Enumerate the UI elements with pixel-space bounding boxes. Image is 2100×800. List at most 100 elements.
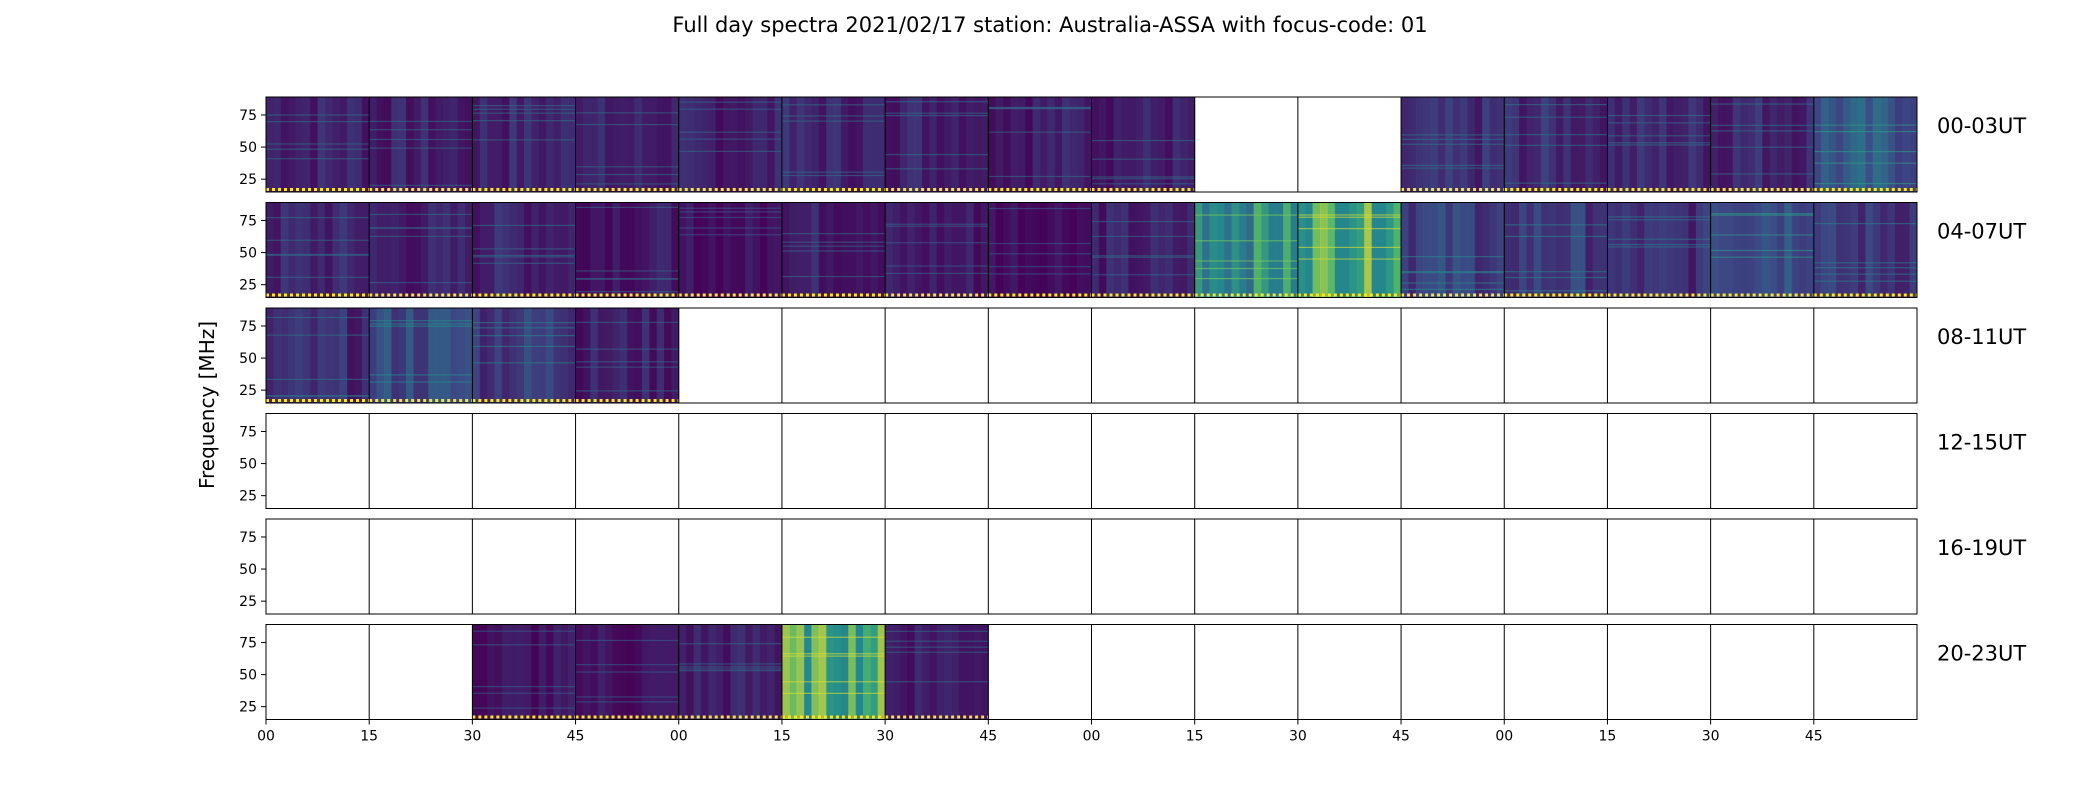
rfi-line	[885, 101, 989, 103]
spectrum-stripe	[1246, 202, 1255, 298]
spectrum-panel	[885, 202, 989, 298]
rfi-line	[885, 640, 989, 642]
y-tick-label: 75	[239, 530, 257, 546]
spectrum-stripe	[708, 97, 717, 192]
rfi-line	[575, 671, 679, 673]
rfi-line	[266, 378, 370, 380]
spectrum-panel	[266, 308, 370, 403]
spectrum-stripe	[516, 308, 525, 403]
spectrum-stripe	[745, 97, 753, 192]
spectrum-stripe	[1054, 97, 1063, 192]
spectrum-stripe	[1828, 97, 1837, 192]
rfi-line	[266, 254, 370, 256]
x-tick-label: 30	[1289, 729, 1307, 745]
spectrum-stripe	[678, 202, 687, 298]
rfi-line	[1813, 130, 1917, 133]
spectrum-stripe	[406, 308, 414, 403]
spectrum-stripe	[472, 202, 481, 298]
spectrum-stripe	[929, 202, 938, 298]
spectrum-stripe	[1703, 202, 1712, 298]
rfi-line	[1504, 290, 1608, 292]
spectrum-stripe	[479, 308, 488, 403]
spectrum-stripe	[649, 202, 658, 298]
spectrum-stripe	[568, 624, 577, 720]
rfi-line	[885, 112, 989, 114]
spectrum-stripe	[582, 202, 591, 298]
spectrum-stripe	[818, 624, 827, 720]
spectrum-panel	[1813, 202, 1918, 298]
rfi-line	[678, 216, 782, 219]
spectrum-stripe	[1518, 202, 1527, 298]
spectrum-stripe	[1356, 202, 1365, 298]
spectrum-stripe	[347, 308, 355, 403]
spectra-row: 25 50 75 08-11UT	[239, 307, 2026, 404]
spectrum-stripe	[656, 308, 665, 403]
spectrum-stripe	[671, 202, 680, 298]
rfi-line	[369, 325, 473, 327]
spectrum-stripe	[1784, 97, 1793, 192]
spectrum-stripe	[1799, 97, 1807, 192]
spectrum-stripe	[553, 624, 562, 720]
spectrum-panel	[1710, 97, 1815, 192]
rfi-line	[266, 148, 370, 150]
spectrum-stripe	[1216, 202, 1225, 298]
row-time-label: 20-23UT	[1937, 642, 2026, 666]
spectrum-stripe	[428, 202, 437, 298]
spectrum-stripe	[715, 202, 724, 298]
spectrum-stripe	[347, 202, 355, 298]
spectrum-stripe	[1334, 202, 1343, 298]
rfi-line	[1401, 164, 1505, 167]
spectrum-stripe	[1872, 202, 1881, 298]
row-frame	[265, 307, 1918, 404]
spectrum-stripe	[958, 624, 967, 720]
spectrum-panel	[781, 97, 886, 192]
spectrum-stripe	[619, 202, 628, 298]
rfi-line	[781, 241, 886, 243]
spectrum-stripe	[1378, 202, 1387, 298]
rfi-line	[678, 643, 782, 645]
x-tick-label: 15	[1186, 729, 1204, 745]
rfi-line	[781, 655, 886, 657]
spectrum-stripe	[442, 308, 451, 403]
spectrum-stripe	[575, 97, 584, 192]
spectrum-stripe	[1563, 202, 1572, 298]
rfi-line	[1607, 144, 1711, 146]
rfi-line	[885, 651, 989, 653]
rfi-line	[781, 233, 886, 235]
spectrum-stripe	[332, 308, 341, 403]
spectrum-stripe	[1880, 97, 1889, 192]
spectrum-stripe	[1268, 202, 1277, 298]
rfi-line	[1813, 280, 1917, 282]
rfi-line	[1710, 234, 1814, 236]
spectrum-stripe	[914, 624, 923, 720]
spectrum-stripe	[1098, 202, 1107, 298]
x-tick-label: 45	[567, 729, 585, 745]
spectrum-stripe	[767, 202, 776, 298]
spectrum-stripe	[693, 624, 702, 720]
spectrum-stripe	[973, 202, 982, 298]
rfi-line	[1194, 214, 1298, 216]
rfi-line	[369, 147, 473, 149]
rfi-line	[266, 395, 370, 397]
spectrum-stripe	[863, 97, 871, 192]
spectrum-stripe	[1172, 97, 1181, 192]
spectrum-stripe	[988, 202, 997, 298]
spectrum-stripe	[1238, 202, 1247, 298]
x-tick-label: 00	[1083, 729, 1101, 745]
rfi-line	[885, 630, 989, 632]
spectrum-panel	[1607, 202, 1712, 298]
spectrum-panel	[781, 202, 886, 298]
rfi-line	[1401, 143, 1505, 145]
y-tick-label: 75	[239, 319, 257, 335]
spectrum-stripe	[1290, 202, 1299, 298]
rfi-line	[1607, 243, 1711, 246]
rfi-line	[575, 206, 679, 208]
spectrum-stripe	[1747, 97, 1756, 192]
rfi-line	[575, 361, 679, 363]
rfi-line	[1297, 246, 1402, 249]
spectrum-stripe	[1791, 97, 1800, 192]
spectrum-stripe	[1607, 202, 1616, 298]
spectrum-stripe	[1570, 97, 1579, 192]
y-tick-label: 75	[239, 424, 257, 440]
spectrum-stripe	[361, 308, 370, 403]
